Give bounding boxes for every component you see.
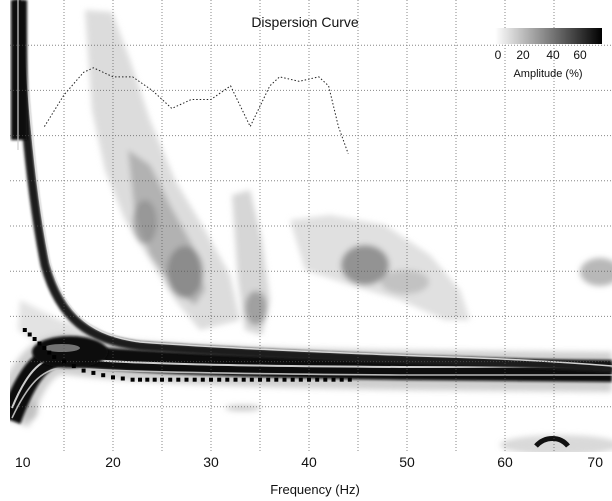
colorbar-label: Amplitude (%) bbox=[513, 68, 582, 80]
curve-marker bbox=[91, 370, 96, 375]
heatmap-blob bbox=[341, 245, 389, 285]
curve-marker bbox=[249, 377, 254, 382]
curve-marker bbox=[282, 377, 287, 382]
ridge-bulge bbox=[32, 336, 108, 368]
curve-marker bbox=[111, 375, 115, 380]
curve-marker bbox=[266, 377, 271, 382]
curve-marker bbox=[47, 350, 52, 355]
colorbar-tick-label: 20 bbox=[516, 48, 530, 62]
heatmap-blob bbox=[500, 435, 612, 452]
curve-marker bbox=[307, 377, 311, 382]
curve-marker bbox=[323, 377, 328, 382]
curve-marker bbox=[138, 377, 142, 382]
curve-marker bbox=[145, 377, 150, 382]
ridge-spike-light bbox=[17, 0, 19, 150]
x-tick-label: 60 bbox=[497, 454, 513, 470]
curve-marker bbox=[241, 377, 246, 382]
heatmap-blob bbox=[85, 10, 240, 330]
curve-marker bbox=[120, 376, 125, 381]
curve-marker bbox=[274, 377, 279, 382]
curve-marker bbox=[101, 373, 106, 378]
ridge-inner-light-2 bbox=[11, 366, 612, 419]
curve-marker bbox=[331, 377, 336, 382]
colorbar: 0 20 40 60 Amplitude (%) bbox=[495, 28, 602, 80]
curve-marker bbox=[37, 341, 42, 346]
heatmap-blobs bbox=[18, 10, 612, 452]
x-axis-label: Frequency (Hz) bbox=[270, 482, 360, 497]
heatmap-blob bbox=[245, 291, 267, 325]
fundamental-mode-curve bbox=[22, 328, 352, 382]
x-tick-label: 50 bbox=[399, 454, 415, 470]
curve-marker bbox=[225, 377, 230, 382]
curve-marker bbox=[22, 328, 27, 332]
colorbar-tick-label: 0 bbox=[495, 48, 502, 62]
colorbar-tick-label: 40 bbox=[546, 48, 560, 62]
curve-marker bbox=[176, 377, 181, 382]
x-tick-label: 20 bbox=[105, 454, 121, 470]
curve-marker bbox=[160, 377, 164, 382]
curve-marker bbox=[32, 337, 37, 341]
curve-marker bbox=[339, 377, 344, 382]
curve-marker bbox=[298, 377, 303, 382]
dispersion-curve-line bbox=[43, 67, 349, 154]
curve-marker bbox=[200, 377, 205, 382]
curve-marker bbox=[42, 346, 47, 350]
curve-marker bbox=[81, 368, 86, 373]
curve-marker bbox=[130, 377, 135, 382]
curve-marker bbox=[27, 332, 32, 337]
curve-marker bbox=[290, 377, 295, 382]
colorbar-gradient bbox=[495, 28, 602, 44]
colorbar-ticks: 0 20 40 60 bbox=[495, 48, 587, 62]
ridge-bulge-light bbox=[44, 344, 80, 352]
heatmap-blob bbox=[167, 246, 203, 298]
heatmap-blob bbox=[133, 200, 157, 244]
x-tick-label: 30 bbox=[203, 454, 219, 470]
x-tick-label: 10 bbox=[15, 454, 31, 470]
heatmap-blob bbox=[225, 405, 261, 411]
x-axis-ticks: 10 20 30 40 50 60 70 bbox=[15, 454, 603, 470]
curve-marker bbox=[233, 377, 238, 382]
curve-marker bbox=[209, 377, 213, 382]
curve-marker bbox=[184, 377, 189, 382]
curve-marker bbox=[192, 377, 197, 382]
curve-marker bbox=[168, 377, 173, 382]
series-layer bbox=[22, 67, 352, 382]
curve-marker bbox=[62, 359, 66, 364]
ridge-upper-light bbox=[21, 0, 612, 367]
x-tick-label: 40 bbox=[301, 454, 317, 470]
grid bbox=[10, 0, 612, 452]
curve-marker bbox=[217, 377, 222, 382]
curve-marker bbox=[347, 377, 352, 382]
curve-marker bbox=[71, 364, 76, 369]
heatmap-blob bbox=[381, 270, 429, 294]
colorbar-tick-label: 60 bbox=[573, 48, 587, 62]
curve-marker bbox=[315, 377, 320, 382]
ridge-artefact bbox=[534, 436, 570, 448]
heatmap-blob bbox=[580, 258, 612, 286]
curve-marker bbox=[152, 377, 157, 382]
x-tick-label: 70 bbox=[587, 454, 603, 470]
curve-marker bbox=[258, 377, 262, 382]
chart-title: Dispersion Curve bbox=[251, 14, 359, 30]
curve-marker bbox=[52, 355, 57, 360]
